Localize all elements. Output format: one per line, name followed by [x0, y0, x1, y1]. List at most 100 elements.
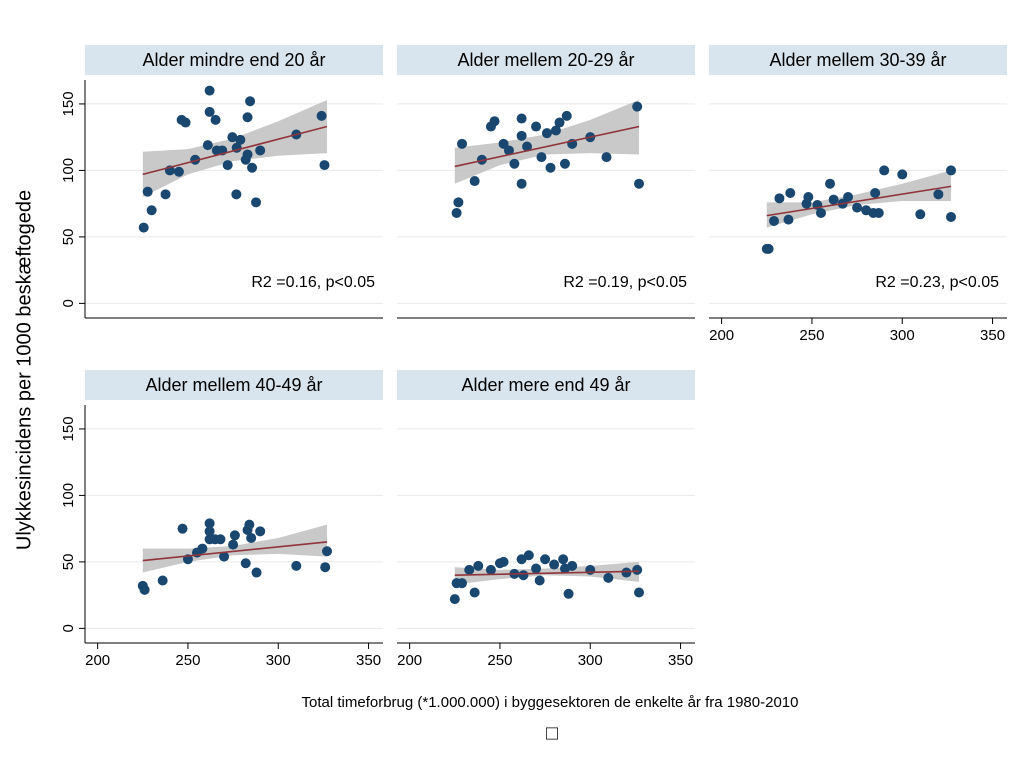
panel-title: Alder mere end 49 år [461, 375, 630, 395]
y-tick-label: 50 [60, 554, 77, 571]
data-point [242, 149, 253, 160]
data-point [852, 202, 863, 213]
data-point [933, 189, 944, 200]
data-point [242, 112, 253, 123]
data-point [522, 141, 533, 152]
data-point [870, 188, 881, 199]
data-point [453, 197, 464, 208]
data-point [509, 158, 520, 169]
data-point [231, 189, 242, 200]
data-point [157, 575, 168, 586]
data-point [531, 563, 542, 574]
data-point [244, 519, 255, 530]
data-point [255, 526, 266, 537]
fit-line [454, 125, 640, 168]
data-point [247, 162, 258, 173]
fit-line [766, 185, 952, 217]
data-point [464, 564, 475, 575]
x-axis-label: Total timeforbrug (*1.000.000) i byggese… [302, 694, 799, 711]
data-point [540, 554, 551, 565]
annotation: R2 =0.19, p<0.05 [563, 274, 687, 291]
data-point [516, 178, 527, 189]
x-tick-label: 200 [397, 652, 422, 669]
data-point [202, 140, 213, 151]
data-point [946, 165, 957, 176]
fit-line [142, 541, 328, 562]
y-tick-label: 100 [60, 158, 77, 183]
panel-title-bar [397, 45, 695, 75]
data-point [567, 560, 578, 571]
data-point [554, 117, 565, 128]
panel-title: Alder mellem 20-29 år [457, 50, 634, 70]
footnote: □ [546, 722, 558, 744]
panel-title-bar [85, 45, 383, 75]
x-tick-label: 250 [799, 327, 824, 344]
data-point [785, 188, 796, 199]
data-point [516, 113, 527, 124]
data-point [559, 158, 570, 169]
data-point [240, 558, 251, 569]
data-point [180, 117, 191, 128]
data-point [879, 165, 890, 176]
panel-title: Alder mindre end 20 år [142, 50, 325, 70]
x-tick-label: 300 [890, 327, 915, 344]
data-point [558, 554, 569, 565]
data-point [601, 152, 612, 163]
data-point [536, 152, 547, 163]
data-point [322, 546, 333, 557]
data-point [843, 192, 854, 203]
data-point [523, 550, 534, 561]
data-point [634, 587, 645, 598]
data-point [319, 160, 330, 171]
data-point [245, 96, 256, 107]
data-point [897, 169, 908, 180]
data-point [227, 132, 238, 143]
data-point [190, 154, 201, 165]
data-point [632, 564, 643, 575]
panel-title-bar [397, 370, 695, 400]
data-point [534, 575, 545, 586]
y-tick-label: 100 [60, 483, 77, 508]
data-point [255, 145, 266, 156]
data-point [138, 222, 149, 233]
data-point [320, 562, 331, 573]
data-point [803, 192, 814, 203]
data-point [828, 194, 839, 205]
panel-title-bar [709, 45, 1007, 75]
y-tick-label: 150 [60, 416, 77, 441]
data-point [204, 85, 215, 96]
data-point [473, 560, 484, 571]
y-axis-label: Ulykkesincidens per 1000 beskæftogede [13, 190, 35, 550]
fit-line [142, 125, 328, 176]
x-tick-label: 300 [266, 652, 291, 669]
data-point [197, 543, 208, 554]
panel-title: Alder mellem 30-39 år [769, 50, 946, 70]
x-tick-label: 250 [487, 652, 512, 669]
data-point [469, 587, 480, 598]
data-point [550, 125, 561, 136]
y-tick-label: 150 [60, 91, 77, 116]
data-point [632, 101, 643, 112]
data-point [451, 207, 462, 218]
data-point [634, 178, 645, 189]
data-point [563, 588, 574, 599]
data-point [251, 567, 262, 578]
data-point [146, 205, 157, 216]
confidence-band [454, 99, 640, 184]
data-point [229, 530, 240, 541]
data-point [498, 556, 509, 567]
data-point [291, 560, 302, 571]
data-point [621, 567, 632, 578]
data-point [469, 176, 480, 187]
confidence-band [766, 170, 952, 228]
data-point [545, 162, 556, 173]
data-point [498, 138, 509, 149]
data-point [489, 116, 500, 127]
data-point [449, 594, 460, 605]
data-point [177, 523, 188, 534]
x-tick-label: 200 [709, 327, 734, 344]
data-point [222, 160, 233, 171]
annotation: R2 =0.23, p<0.05 [875, 274, 999, 291]
y-tick-label: 50 [60, 229, 77, 246]
data-point [503, 145, 514, 156]
